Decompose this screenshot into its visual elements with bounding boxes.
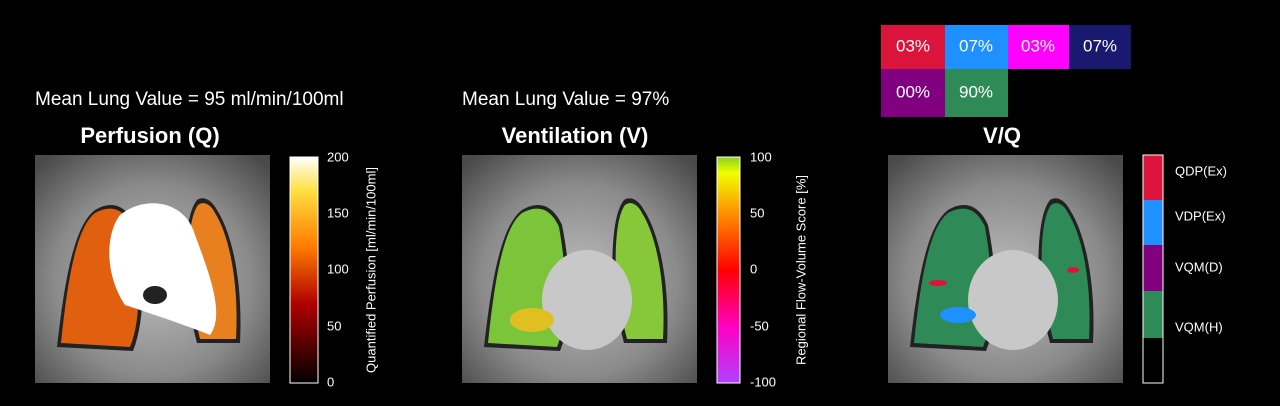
fraction-cell bbox=[1069, 25, 1131, 69]
ventilation-image bbox=[462, 155, 697, 383]
colorbar-segment bbox=[1143, 291, 1163, 338]
fraction-text: 03% bbox=[896, 36, 930, 55]
tick-label: 0 bbox=[327, 374, 334, 389]
vq-legend: QDP(Ex) VDP(Ex) VQM(D) VQM(H) bbox=[1175, 163, 1227, 334]
tick-label: -100 bbox=[750, 374, 776, 389]
fraction-text: 90% bbox=[959, 82, 993, 101]
colorbar-ticks: 100 50 0 -50 -100 bbox=[750, 149, 776, 389]
colorbar bbox=[289, 156, 319, 384]
panel-title: Ventilation (V) bbox=[502, 123, 649, 148]
fraction-cell bbox=[881, 25, 945, 69]
colorbar-segment bbox=[1143, 245, 1163, 291]
tick-label: 50 bbox=[750, 205, 764, 220]
tick-label: 200 bbox=[327, 149, 349, 164]
colorbar-label: Quantified Perfusion [ml/min/100ml] bbox=[363, 167, 378, 373]
legend-label: VQM(D) bbox=[1175, 259, 1223, 274]
fraction-cell bbox=[945, 69, 1008, 117]
tick-label: 0 bbox=[750, 261, 757, 276]
fraction-text: 00% bbox=[896, 82, 930, 101]
colorbar bbox=[716, 156, 741, 384]
colorbar-frame bbox=[1142, 154, 1164, 384]
fraction-text: 07% bbox=[1083, 36, 1117, 55]
panel-title: Perfusion (Q) bbox=[80, 123, 219, 148]
colorbar-ticks: 200 150 100 50 0 bbox=[327, 149, 349, 389]
legend-label: QDP(Ex) bbox=[1175, 163, 1227, 178]
colorbar-segment bbox=[1143, 338, 1163, 383]
tick-label: 150 bbox=[327, 205, 349, 220]
vq-colorbar bbox=[1142, 154, 1164, 384]
mean-label: Mean Lung Value = 97% bbox=[462, 89, 669, 110]
fraction-cell bbox=[1008, 25, 1069, 69]
tick-label: 50 bbox=[327, 318, 341, 333]
fraction-table: 03% 07% 03% 07% 00% 90% bbox=[881, 25, 1131, 117]
tick-label: -50 bbox=[750, 318, 769, 333]
mean-label: Mean Lung Value = 95 ml/min/100ml bbox=[35, 89, 344, 110]
fraction-text: 07% bbox=[959, 36, 993, 55]
tick-label: 100 bbox=[750, 149, 772, 164]
legend-label: VQM(H) bbox=[1175, 319, 1223, 334]
perfusion-image bbox=[35, 155, 270, 383]
tick-label: 100 bbox=[327, 261, 349, 276]
colorbar-segment bbox=[1143, 155, 1163, 200]
fraction-cell bbox=[881, 69, 945, 117]
vq-image bbox=[888, 155, 1123, 383]
fraction-text: 03% bbox=[1021, 36, 1055, 55]
legend-label: VDP(Ex) bbox=[1175, 208, 1226, 223]
panel-title: V/Q bbox=[983, 123, 1021, 148]
colorbar-segment bbox=[1143, 200, 1163, 245]
fraction-cell bbox=[945, 25, 1008, 69]
colorbar-label: Regional Flow-Volume Score [%] bbox=[793, 175, 808, 365]
